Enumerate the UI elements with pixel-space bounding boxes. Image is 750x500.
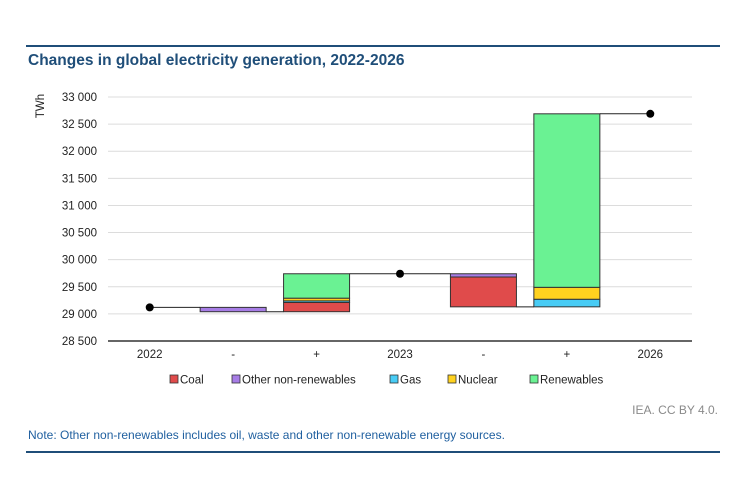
legend-label: Renewables [540,375,604,387]
legend-swatch [447,374,457,384]
legend-label: Nuclear [458,375,498,387]
y-tick-label: 28 500 [62,336,97,348]
legend-label: Coal [180,375,204,387]
legend-label: Gas [400,375,421,387]
legend-swatch [389,374,399,384]
y-tick-label: 32 500 [62,119,97,131]
chart-title: Changes in global electricity generation… [28,52,405,69]
y-tick-label: 31 500 [62,173,97,185]
legend-swatch [231,374,241,384]
y-tick-label: 29 500 [62,282,97,294]
bar-segment-renewables [283,273,351,299]
chart-area: 28 500 29 000 29 500 30 000 30 500 31 000 31 5… [35,92,692,387]
y-tick-label: 32 000 [62,146,97,158]
bar-segment-gas [533,298,601,308]
x-tick-label: - [231,349,235,361]
legend-label: Other non-renewables [242,375,356,387]
legend-swatch [169,374,179,384]
x-tick-label: 2022 [137,349,163,361]
bar-segment-nuclear [533,286,601,300]
y-tick-label: 33 000 [62,92,97,104]
bottom-rule [26,451,720,453]
bar-segment-other-non-renewables [199,306,267,313]
x-tick-label: + [313,349,320,361]
bar-segment-renewables [533,113,601,288]
bar-segment-coal [449,276,517,308]
y-tick-label: 31 000 [62,200,97,212]
total-marker-2023 [396,269,404,278]
legend-swatch [529,374,539,384]
total-marker-2022 [145,303,154,312]
x-tick-label: 2026 [637,349,663,361]
y-axis-label: TWh [35,94,47,118]
x-tick-label: - [482,349,486,361]
y-tick-label: 30 000 [62,255,97,267]
total-marker-2026 [646,109,655,118]
top-rule [26,45,720,47]
y-tick-label: 29 000 [62,309,97,321]
credit: IEA. CC BY 4.0. [632,403,718,417]
x-tick-label: 2023 [387,349,413,361]
x-tick-label: + [563,349,570,361]
bar-segment-coal [283,302,351,313]
y-tick-label: 30 500 [62,228,97,240]
note: Note: Other non-renewables includes oil,… [28,428,505,442]
